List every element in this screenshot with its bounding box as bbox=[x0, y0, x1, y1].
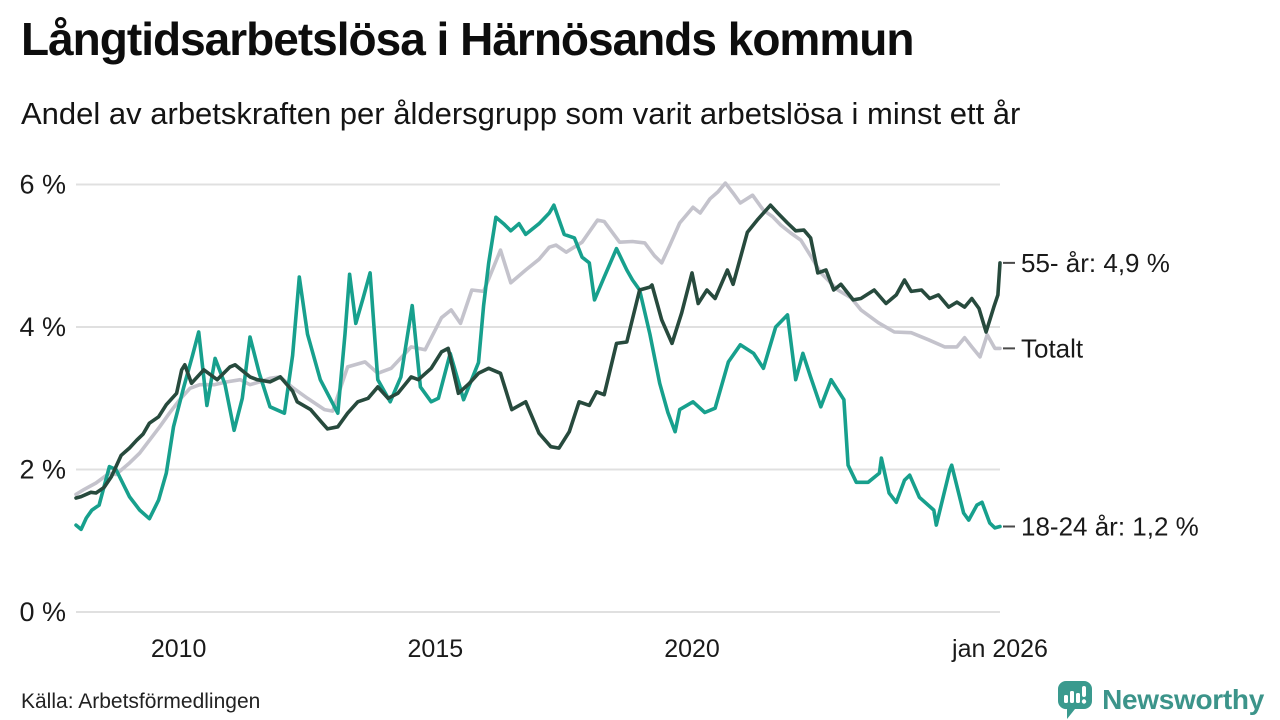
y-tick-label-6: 6 % bbox=[19, 170, 66, 200]
page-subtitle: Andel av arbetskraften per åldersgrupp s… bbox=[21, 96, 1021, 131]
y-tick-label-2: 2 % bbox=[19, 455, 66, 485]
series-end-label-55-r: 55- år: 4,9 % bbox=[1021, 248, 1170, 278]
series-end-label-18-24-r: 18-24 år: 1,2 % bbox=[1021, 512, 1199, 542]
page-title: Långtidsarbetslösa i Härnösands kommun bbox=[21, 13, 914, 65]
x-tick-label-2010: 2010 bbox=[151, 635, 207, 663]
newsworthy-logo-icon bbox=[1058, 681, 1093, 719]
newsworthy-logo: Newsworthy bbox=[1057, 680, 1264, 720]
series-line-18-24-r bbox=[74, 203, 1002, 532]
y-tick-label-4: 4 % bbox=[19, 312, 66, 342]
source-note: Källa: Arbetsförmedlingen bbox=[21, 690, 261, 713]
series-line-55-r bbox=[74, 203, 1002, 500]
series-line-totalt bbox=[74, 181, 1002, 497]
x-tick-label-2015: 2015 bbox=[408, 635, 464, 663]
x-tick-label-2020: 2020 bbox=[664, 635, 720, 663]
newsworthy-logo-text: Newsworthy bbox=[1102, 684, 1264, 715]
x-tick-label-jan-2026: jan 2026 bbox=[951, 635, 1048, 663]
series-end-label-totalt: Totalt bbox=[1021, 333, 1084, 363]
y-tick-label-0: 0 % bbox=[19, 597, 66, 627]
